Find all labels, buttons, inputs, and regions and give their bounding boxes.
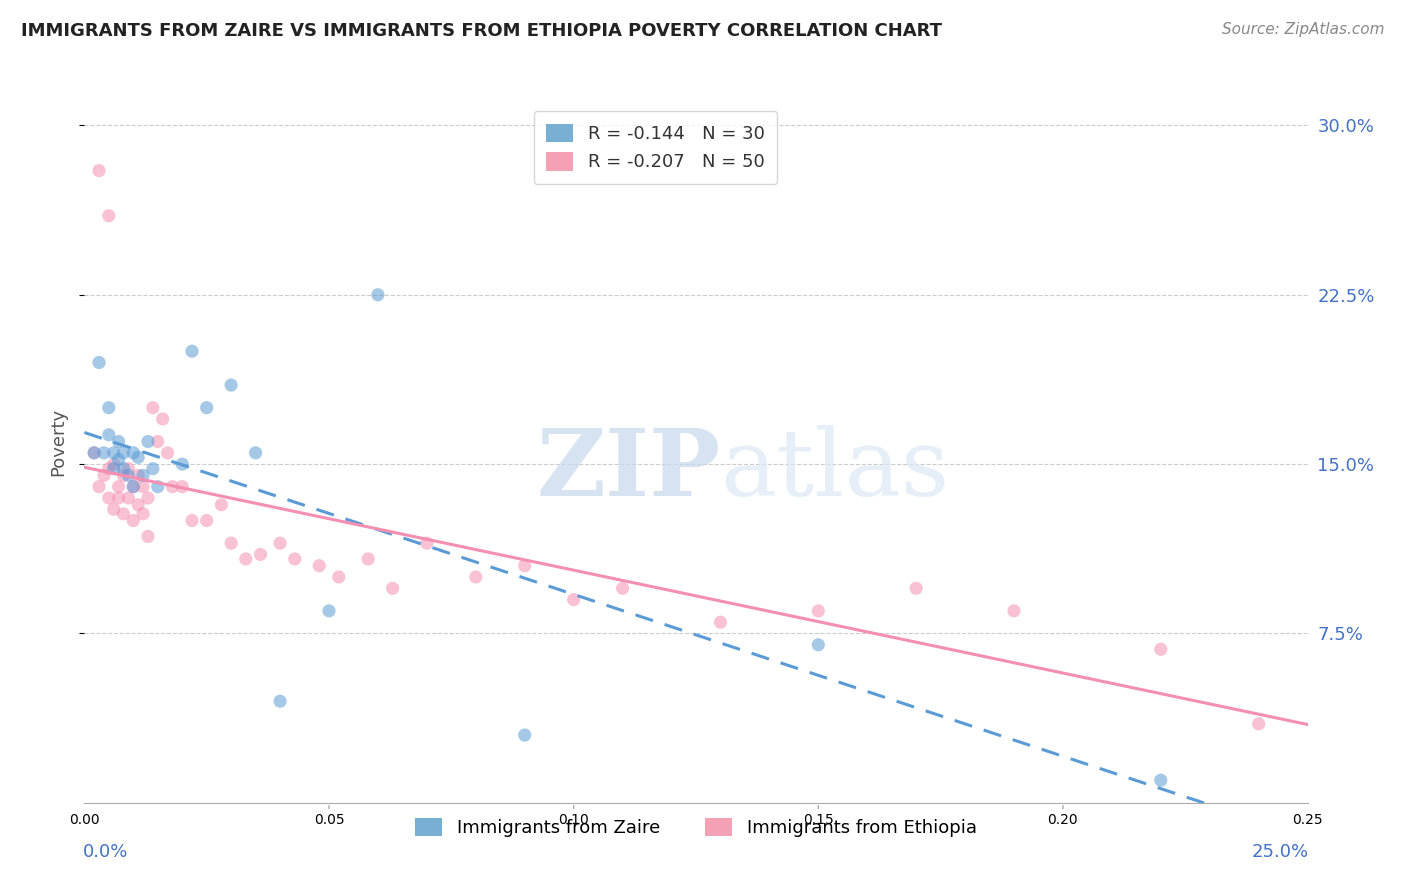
Point xyxy=(107,491,129,505)
Point xyxy=(146,434,169,449)
Point xyxy=(127,450,149,465)
Point xyxy=(112,468,135,483)
Point xyxy=(142,461,165,475)
Text: Source: ZipAtlas.com: Source: ZipAtlas.com xyxy=(1222,22,1385,37)
Point xyxy=(284,552,307,566)
Point xyxy=(97,491,120,505)
Point xyxy=(112,446,135,460)
Point xyxy=(172,457,194,471)
Point xyxy=(136,529,159,543)
Point xyxy=(195,514,218,528)
Point xyxy=(1002,604,1025,618)
Point xyxy=(87,480,110,494)
Text: 0.0%: 0.0% xyxy=(83,843,128,861)
Point xyxy=(318,604,340,618)
Point xyxy=(97,427,120,442)
Legend: Immigrants from Zaire, Immigrants from Ethiopia: Immigrants from Zaire, Immigrants from E… xyxy=(408,811,984,845)
Point xyxy=(416,536,439,550)
Point xyxy=(112,461,135,475)
Point xyxy=(195,401,218,415)
Point xyxy=(107,434,129,449)
Point xyxy=(142,401,165,415)
Point xyxy=(132,468,155,483)
Point xyxy=(152,412,174,426)
Point xyxy=(83,446,105,460)
Point xyxy=(1247,716,1270,731)
Point xyxy=(219,536,242,550)
Point xyxy=(122,446,145,460)
Point xyxy=(103,446,125,460)
Point xyxy=(122,480,145,494)
Point xyxy=(562,592,585,607)
Point xyxy=(93,446,115,460)
Point xyxy=(97,401,120,415)
Point xyxy=(513,558,536,573)
Point xyxy=(107,452,129,467)
Y-axis label: Poverty: Poverty xyxy=(49,408,67,475)
Point xyxy=(103,461,125,475)
Point xyxy=(87,163,110,178)
Point xyxy=(269,694,291,708)
Text: 25.0%: 25.0% xyxy=(1251,843,1309,861)
Point xyxy=(146,480,169,494)
Point xyxy=(381,582,404,596)
Point xyxy=(269,536,291,550)
Point xyxy=(107,480,129,494)
Point xyxy=(136,491,159,505)
Point xyxy=(328,570,350,584)
Point xyxy=(1150,773,1173,788)
Point xyxy=(136,434,159,449)
Point xyxy=(308,558,330,573)
Point xyxy=(127,468,149,483)
Point xyxy=(172,480,194,494)
Point xyxy=(83,446,105,460)
Point xyxy=(117,491,139,505)
Point xyxy=(464,570,486,584)
Point xyxy=(367,287,389,301)
Text: ZIP: ZIP xyxy=(536,425,720,516)
Text: IMMIGRANTS FROM ZAIRE VS IMMIGRANTS FROM ETHIOPIA POVERTY CORRELATION CHART: IMMIGRANTS FROM ZAIRE VS IMMIGRANTS FROM… xyxy=(21,22,942,40)
Point xyxy=(117,461,139,475)
Point xyxy=(87,355,110,369)
Point xyxy=(181,344,204,359)
Point xyxy=(209,498,232,512)
Point xyxy=(132,507,155,521)
Point xyxy=(181,514,204,528)
Point xyxy=(249,548,271,562)
Point xyxy=(93,468,115,483)
Point xyxy=(235,552,257,566)
Point xyxy=(612,582,634,596)
Point xyxy=(1150,642,1173,657)
Point xyxy=(245,446,267,460)
Point xyxy=(905,582,928,596)
Point xyxy=(97,209,120,223)
Text: atlas: atlas xyxy=(720,425,949,516)
Point xyxy=(156,446,179,460)
Point xyxy=(132,480,155,494)
Point xyxy=(103,457,125,471)
Point xyxy=(103,502,125,516)
Point xyxy=(122,514,145,528)
Point xyxy=(709,615,731,630)
Point xyxy=(97,461,120,475)
Point xyxy=(357,552,380,566)
Point xyxy=(807,638,830,652)
Point xyxy=(807,604,830,618)
Point xyxy=(219,378,242,392)
Point xyxy=(122,480,145,494)
Point xyxy=(127,498,149,512)
Point xyxy=(112,507,135,521)
Point xyxy=(513,728,536,742)
Point xyxy=(162,480,184,494)
Point xyxy=(117,468,139,483)
